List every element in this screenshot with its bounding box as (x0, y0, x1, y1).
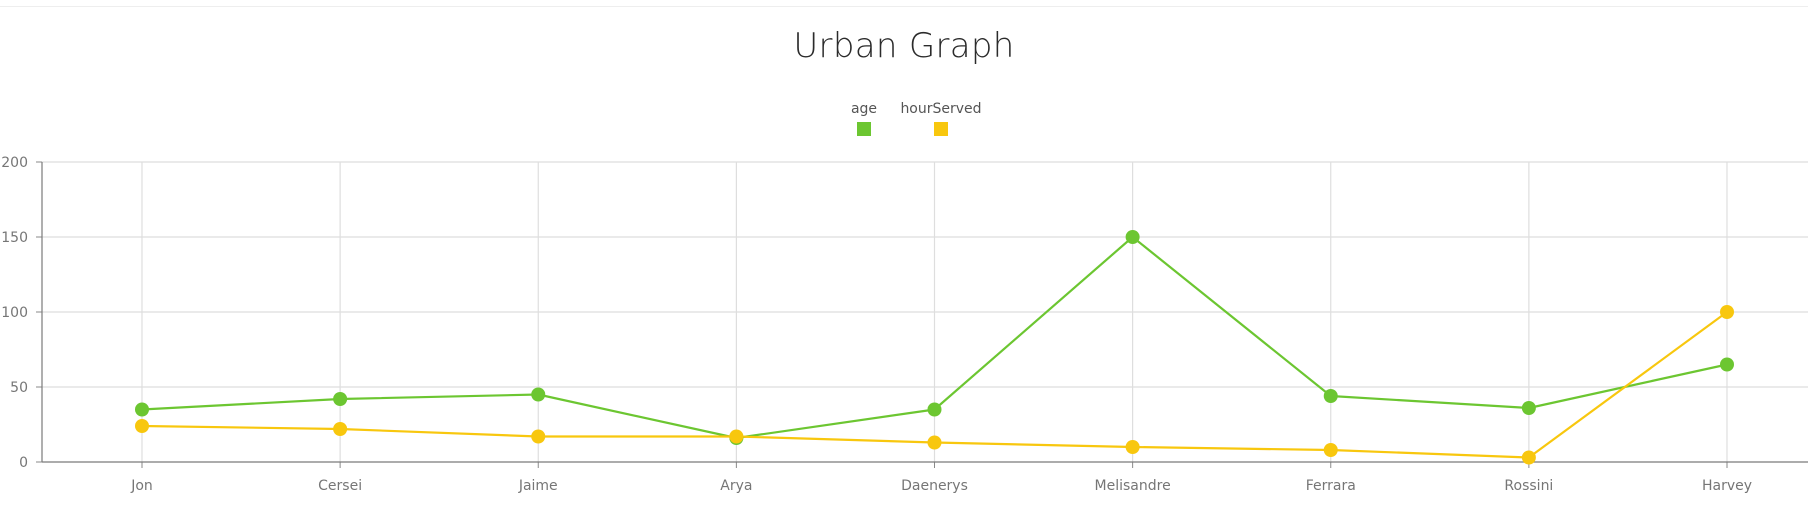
y-tick-label: 150 (1, 230, 28, 246)
legend-item-age[interactable]: age (851, 101, 877, 136)
legend-swatch (934, 122, 948, 136)
x-tick-label: Jon (130, 478, 153, 494)
y-tick-label: 200 (1, 155, 28, 171)
y-tick-label: 100 (1, 305, 28, 321)
data-point-hourServed[interactable] (1720, 305, 1734, 319)
x-tick-label: Cersei (318, 478, 362, 494)
y-tick-labels: 0 50 100 150 200 (1, 155, 28, 471)
data-point-age[interactable] (1720, 357, 1734, 372)
x-tick-label: Arya (720, 478, 752, 494)
legend-item-hourServed[interactable]: hourServed (900, 101, 982, 136)
series-layer (135, 230, 1734, 465)
data-point-age[interactable] (1125, 230, 1140, 244)
top-divider (0, 6, 1808, 7)
data-point-age[interactable] (927, 402, 942, 417)
grid-lines (42, 161, 1808, 462)
data-point-hourServed[interactable] (135, 419, 149, 433)
data-point-age[interactable] (135, 402, 149, 417)
x-tick-label: Melisandre (1095, 478, 1171, 494)
x-tick-label: Jaime (518, 478, 558, 494)
chart-legend: age hourServed (851, 101, 982, 136)
data-point-age[interactable] (333, 392, 348, 406)
x-tick-labels: Jon Cersei Jaime Arya Daenerys Melisandre Ferr… (130, 478, 1752, 494)
chart-title: Urban Graph (793, 26, 1015, 66)
data-point-hourServed[interactable] (927, 435, 942, 450)
y-tick-label: 0 (19, 455, 28, 471)
data-point-hourServed[interactable] (1125, 440, 1140, 454)
data-point-hourServed[interactable] (1521, 450, 1536, 465)
data-point-hourServed[interactable] (531, 429, 546, 444)
axes (36, 161, 1808, 468)
data-point-hourServed[interactable] (1323, 443, 1338, 457)
x-tick-label: Harvey (1702, 478, 1752, 494)
data-point-hourServed[interactable] (333, 422, 348, 436)
x-tick-label: Daenerys (901, 478, 968, 494)
y-tick-label: 50 (10, 380, 28, 396)
x-tick-label: Ferrara (1306, 478, 1356, 494)
legend-label: age (851, 101, 877, 117)
legend-label: hourServed (900, 101, 981, 117)
legend-swatch (857, 122, 871, 136)
data-point-hourServed[interactable] (729, 429, 744, 444)
data-point-age[interactable] (1323, 389, 1338, 403)
data-point-age[interactable] (531, 387, 546, 402)
x-tick-label: Rossini (1504, 478, 1553, 494)
data-point-age[interactable] (1521, 401, 1536, 415)
